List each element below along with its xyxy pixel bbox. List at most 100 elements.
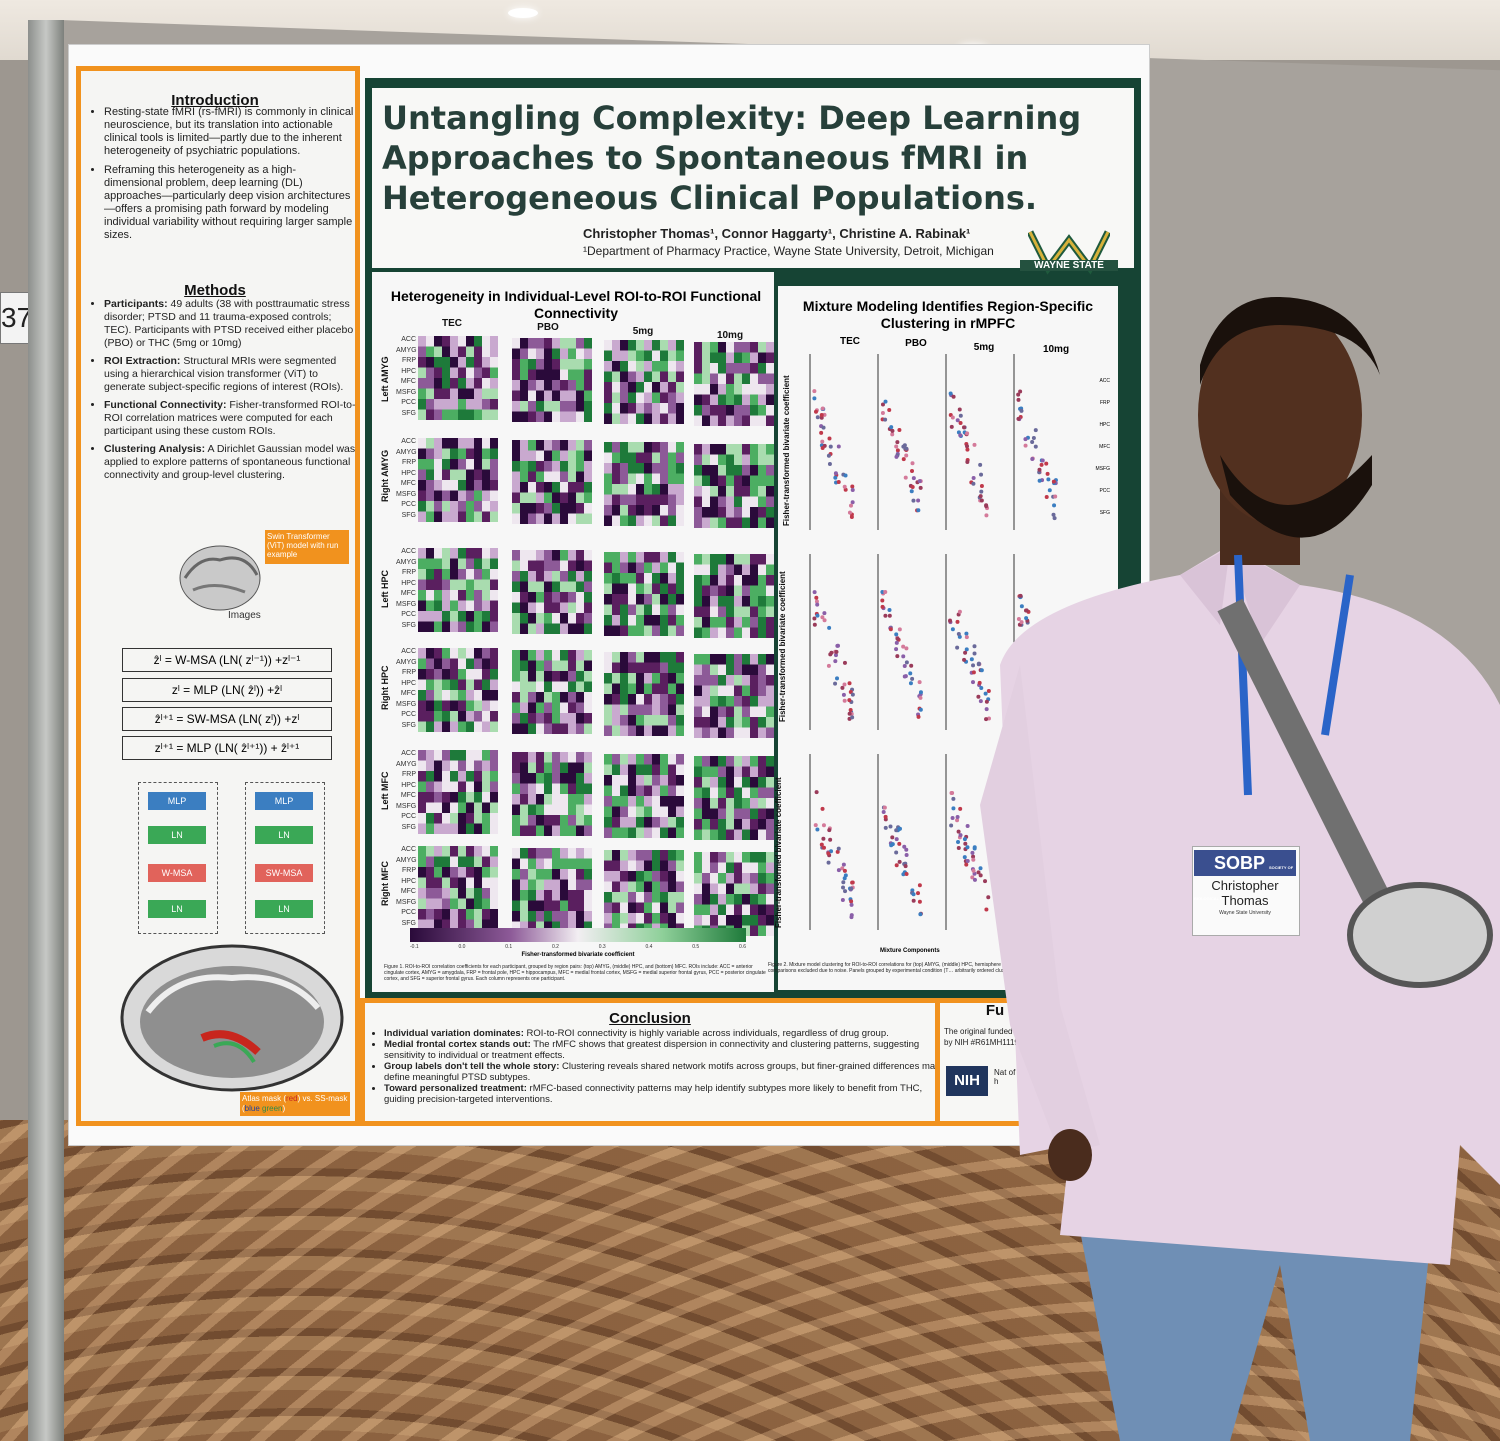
scatter-point: [833, 471, 838, 476]
scatter-point: [958, 806, 963, 811]
roi-label: ACC: [401, 846, 416, 853]
conclusion-bullet-text: The rMFC shows that greatest dispersion …: [384, 1039, 920, 1061]
scatter-point: [984, 707, 989, 712]
scatter-point: [812, 590, 817, 595]
methods-bullet-text: Structural MRIs were segmented using a h…: [104, 355, 344, 393]
scatter-point: [897, 841, 902, 846]
figure1-caption: Figure 1. ROI-to-ROI correlation coeffic…: [384, 964, 766, 982]
scatter-point: [955, 814, 960, 819]
scatter-point: [836, 868, 841, 873]
block-swmsa: SW-MSA: [255, 864, 313, 882]
scatter-point: [842, 876, 847, 881]
block-ln: LN: [255, 826, 313, 844]
scatter-point: [955, 418, 960, 423]
badge-org: SOBP SOCIETY OF BIOLOGICAL PSYCHIATRY: [1194, 850, 1296, 901]
legend-item: MFC: [1099, 444, 1110, 450]
conclusion-bullet: Group labels don't tell the whole story:…: [384, 1061, 940, 1083]
fig2-col-label: PBO: [905, 338, 927, 349]
connectivity-heatmap: [418, 648, 498, 732]
scatter-point: [917, 680, 922, 685]
scatter-point: [819, 430, 824, 435]
roi-label: ACC: [401, 648, 416, 655]
scatter-point: [815, 827, 820, 832]
scatter-point: [1039, 462, 1044, 467]
roi-label: AMYG: [396, 346, 417, 354]
wayne-state-logo-icon: [1028, 230, 1110, 275]
scatter-point: [821, 836, 826, 841]
scatter-point: [895, 440, 900, 445]
scatter-point: [904, 847, 909, 852]
scatter-point: [850, 500, 855, 505]
scatter-point: [910, 461, 915, 466]
roi-label: HPC: [401, 579, 416, 587]
scatter-point: [908, 671, 913, 676]
badge-org-sub: SOCIETY OF BIOLOGICAL PSYCHIATRY: [1194, 865, 1294, 901]
fig1-row-group: Right HPC: [380, 665, 390, 711]
scatter-point: [979, 685, 984, 690]
scatter-point: [904, 446, 909, 451]
equation-box: zˡ⁺¹ = MLP (LN( ẑˡ⁺¹)) + ẑˡ⁺¹: [122, 736, 332, 760]
scatter-point: [964, 647, 969, 652]
figure1-heading: Heterogeneity in Individual-Level ROI-to…: [390, 288, 762, 321]
scatter-point: [1016, 416, 1021, 421]
legend-item: HPC: [1099, 422, 1110, 428]
scatter-point: [820, 445, 825, 450]
scatter-point: [948, 618, 953, 623]
scatter-point: [986, 895, 991, 900]
scatter-point: [965, 447, 970, 452]
scatter-point: [887, 607, 892, 612]
roi-label: PCC: [401, 399, 416, 406]
roi-label: AMYG: [396, 856, 417, 864]
roi-label: SFG: [401, 511, 416, 519]
scatter-point: [1018, 593, 1023, 598]
scatter-point: [889, 843, 894, 848]
scatter-point: [815, 613, 820, 618]
scatter-point: [880, 604, 885, 609]
fig1-col-label: TEC: [442, 318, 462, 329]
scatter-point: [978, 699, 983, 704]
atlas-note-text: Atlas mask (: [242, 1094, 287, 1103]
scatter-point: [881, 810, 886, 815]
scatter-point: [902, 664, 907, 669]
scatter-point: [1019, 620, 1024, 625]
scatter-point: [950, 415, 955, 420]
scatter-point: [894, 837, 899, 842]
scatter-point: [895, 654, 900, 659]
scatter-point: [1018, 389, 1023, 394]
scatter-point: [812, 396, 817, 401]
scatter-point: [843, 473, 848, 478]
ceiling-light: [508, 8, 538, 18]
scatter-point: [951, 394, 956, 399]
scatter-point: [827, 828, 832, 833]
scatter-point: [957, 407, 962, 412]
block-diagram-right: [245, 782, 325, 934]
scatter-point: [894, 863, 899, 868]
scatter-point: [828, 444, 833, 449]
scatter-point: [842, 484, 847, 489]
roi-labels: ACC AMYG FRP HPC MFC MSFG PCC SFG: [396, 336, 417, 420]
scatter-point: [983, 691, 988, 696]
roi-label: FRP: [402, 357, 416, 364]
scatter-point: [894, 454, 899, 459]
fig1-col-label: 10mg: [716, 330, 744, 341]
scatter-point: [951, 796, 956, 801]
connectivity-heatmap: [418, 336, 498, 420]
scatter-point: [983, 879, 988, 884]
scatter-point: [880, 411, 885, 416]
roi-label: AMYG: [396, 558, 417, 566]
fig2-col-label: 5mg: [973, 342, 995, 353]
scatter-point: [971, 481, 976, 486]
connectivity-heatmap: [604, 754, 684, 838]
scatter-point: [948, 391, 953, 396]
block-ln: LN: [148, 900, 206, 918]
scatter-point: [978, 462, 983, 467]
scatter-point: [918, 912, 923, 917]
scatter-point: [849, 899, 854, 904]
brain-mri-icon: [120, 944, 344, 1092]
methods-bullet: Functional Connectivity: Fisher-transfor…: [104, 399, 356, 438]
atlas-note-text: ): [282, 1104, 286, 1113]
scatter-point: [911, 476, 916, 481]
scatter-point: [976, 661, 981, 666]
scatter-point: [978, 494, 983, 499]
roi-label: HPC: [401, 469, 416, 477]
